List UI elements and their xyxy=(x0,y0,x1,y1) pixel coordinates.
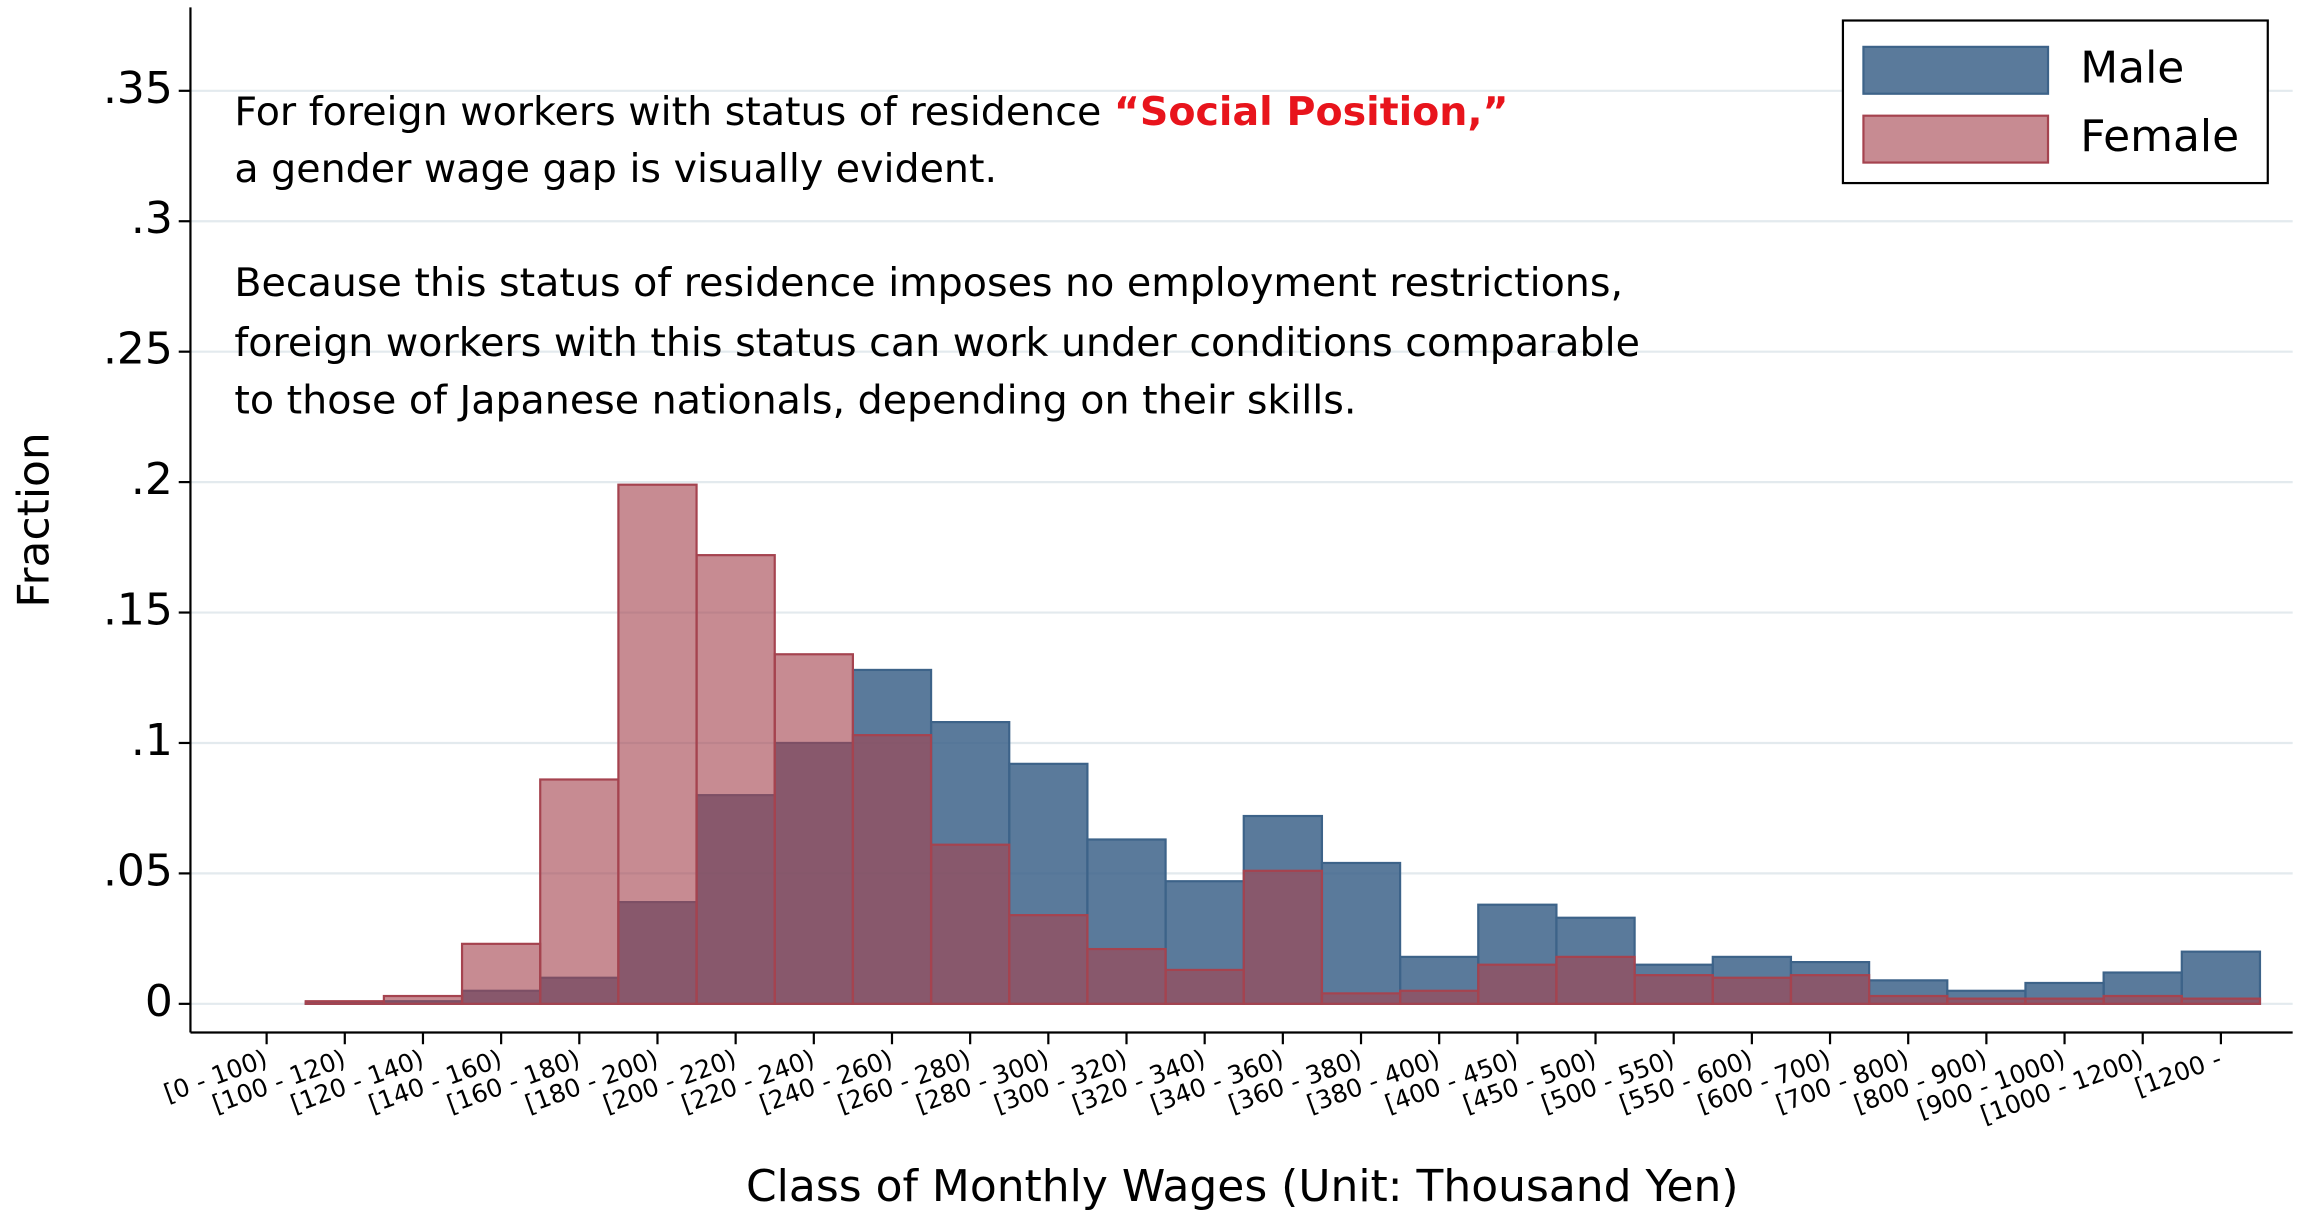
y-tick-label: 0 xyxy=(145,976,173,1027)
bar xyxy=(1711,976,1793,1005)
bar xyxy=(2024,997,2105,1005)
bar xyxy=(304,1000,385,1005)
annotation: foreign workers with this status can wor… xyxy=(234,320,1640,366)
bar xyxy=(773,653,855,1005)
bar xyxy=(1555,955,1636,1005)
bar xyxy=(2180,950,2262,1005)
y-axis-label: Fraction xyxy=(9,432,60,607)
bar xyxy=(1868,994,1949,1005)
bar xyxy=(851,734,933,1005)
annotation: a gender wage gap is visually evident. xyxy=(234,146,997,192)
bar xyxy=(1399,989,1480,1005)
bar xyxy=(1633,974,1714,1005)
annotation-text: For foreign workers with status of resid… xyxy=(234,89,1101,135)
y-tick-label: .25 xyxy=(103,324,173,375)
legend-swatch xyxy=(1862,45,2050,95)
annotation: Because this status of residence imposes… xyxy=(234,260,1623,306)
bar xyxy=(1477,963,1558,1005)
bar xyxy=(1164,968,1245,1005)
x-tick-label: [1200 - xyxy=(2131,1044,2225,1102)
bar xyxy=(1320,861,1402,1005)
y-tick-label: .2 xyxy=(131,454,173,505)
bar xyxy=(617,483,698,1005)
bar xyxy=(460,942,542,1005)
annotation-highlight: “Social Position,” xyxy=(1114,89,1509,135)
bar xyxy=(1946,997,2027,1005)
bar xyxy=(1008,914,1089,1005)
legend-swatch xyxy=(1862,114,2050,164)
bar xyxy=(382,994,464,1005)
y-tick-label: .3 xyxy=(131,193,173,244)
bar xyxy=(929,843,1011,1005)
bar xyxy=(1789,974,1871,1005)
bar xyxy=(2102,994,2183,1005)
bar xyxy=(695,554,776,1005)
x-axis-label: Class of Monthly Wages (Unit: Thousand Y… xyxy=(746,1161,1739,1212)
legend-label: Male xyxy=(2080,42,2184,93)
y-tick-label: .05 xyxy=(103,845,173,896)
annotation: For foreign workers with status of resid… xyxy=(234,89,1508,135)
bar xyxy=(1320,992,1402,1005)
bar xyxy=(2180,997,2262,1005)
y-tick-label: .15 xyxy=(103,585,173,636)
bar xyxy=(539,778,620,1005)
annotation: to those of Japanese nationals, dependin… xyxy=(234,377,1356,423)
bar xyxy=(1086,947,1167,1005)
y-tick-label: .35 xyxy=(103,63,173,114)
bar xyxy=(1242,869,1324,1005)
legend-label: Female xyxy=(2080,111,2239,162)
y-tick-label: .1 xyxy=(131,715,173,766)
